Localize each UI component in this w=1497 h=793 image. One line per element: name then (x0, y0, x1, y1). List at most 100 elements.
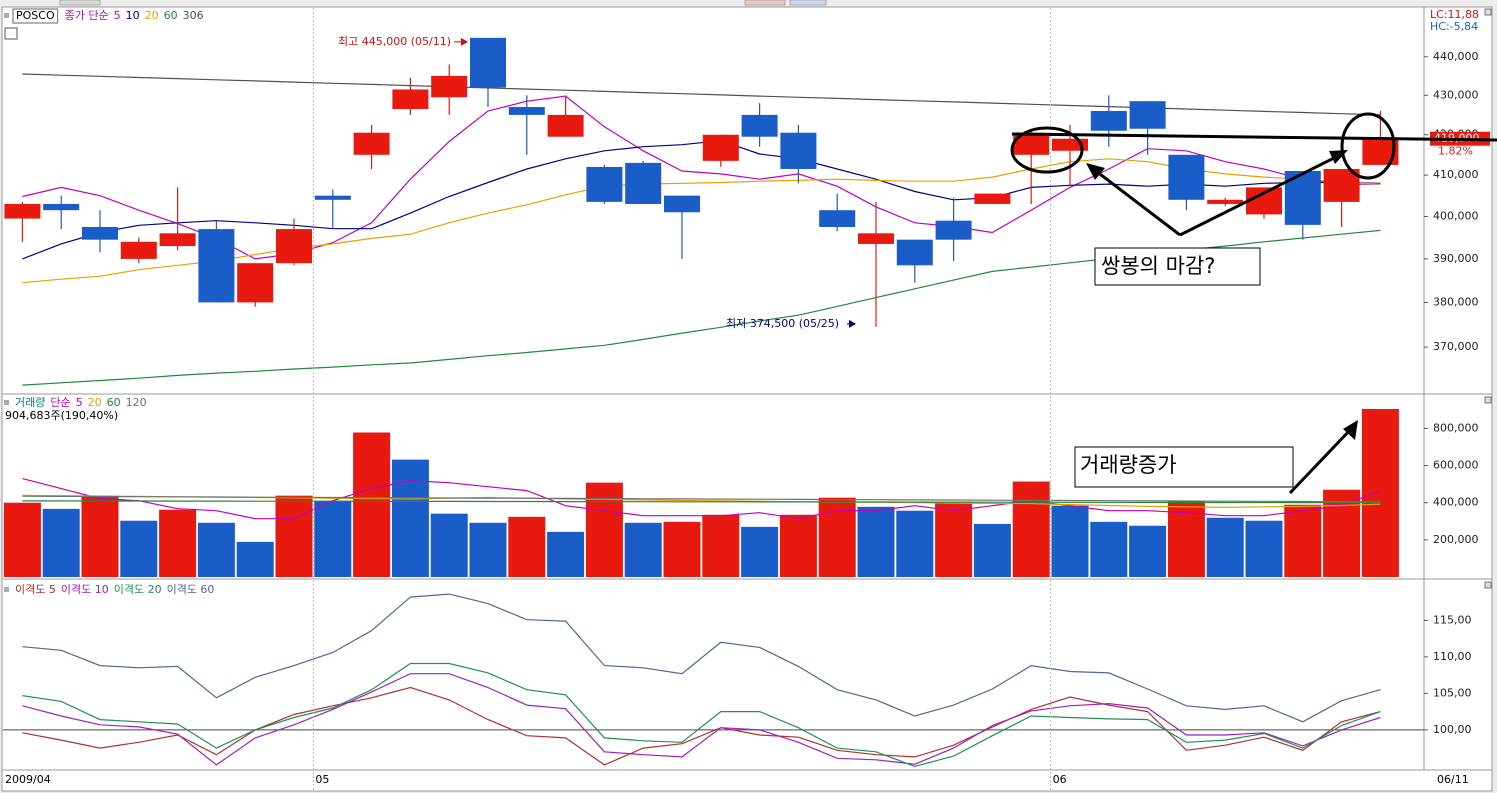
series-line (22, 158, 1381, 284)
legend-entry: 5 (76, 396, 83, 409)
candle-body (896, 239, 933, 266)
legend-entry: 단순 (50, 396, 70, 409)
arrow (1179, 153, 1341, 237)
candle-body (1168, 154, 1205, 200)
settings-icon[interactable] (4, 27, 18, 40)
candle-body (470, 37, 506, 88)
legend-entry: 거래량 (15, 396, 45, 409)
volume-bar (353, 432, 391, 577)
volume-bar (1323, 489, 1361, 577)
candle-body (431, 75, 468, 98)
candle-body (198, 229, 235, 303)
volume-bar (81, 495, 119, 577)
volume-bar (120, 520, 158, 577)
candle-body (664, 195, 700, 213)
legend-entry: 종가 단순 (65, 9, 109, 22)
annotation-box (1094, 247, 1261, 286)
y-tick-label: 390,000 (1433, 252, 1479, 265)
circle-annotation (1340, 112, 1396, 180)
legend-entry: 이격도 60 (167, 583, 215, 596)
y-tick-label: 370,000 (1433, 340, 1479, 353)
volume-bar (663, 521, 701, 577)
low-arrow-head (849, 319, 856, 328)
volume-bar (1284, 504, 1322, 577)
volume-bar (314, 500, 352, 577)
legend-entry: 이격도 5 (15, 583, 56, 596)
volume-bar (508, 516, 546, 577)
candle-body (276, 229, 312, 264)
legend-entry: 이격도 10 (61, 583, 109, 596)
volume-bar (818, 497, 856, 577)
candle-body (625, 162, 662, 204)
candle-body (237, 263, 274, 303)
candle-body (4, 203, 41, 219)
arrow-head (1343, 420, 1358, 440)
legend-entry: 20 (145, 9, 159, 22)
tab[interactable] (744, 0, 786, 6)
series-line (22, 495, 1381, 503)
panel-button[interactable] (1484, 581, 1492, 589)
candle-body (547, 114, 584, 137)
y-tick-label: 200,000 (1433, 533, 1479, 546)
symbol-name: POSCO (16, 9, 55, 22)
volume-bar (585, 482, 623, 577)
volume-label: 904,683주(190,40%) (5, 409, 118, 422)
hc-label: HC:-5,84 (1430, 20, 1478, 33)
volume-bar (1361, 408, 1399, 577)
annotation-text: 거래량증가 (1080, 453, 1177, 477)
y-tick-label: 400,000 (1433, 209, 1479, 222)
candle-body (780, 132, 817, 169)
volume-bar (702, 514, 740, 577)
volume-bar (469, 522, 507, 577)
candle-body (1129, 101, 1166, 129)
x-tick-label: 06 (1053, 773, 1067, 786)
candle-body (353, 132, 390, 155)
volume-bar (1090, 521, 1128, 577)
panel-button[interactable] (1484, 396, 1492, 404)
legend-entry: 이격도 20 (114, 583, 162, 596)
candle-body (586, 166, 623, 202)
arrow (1091, 166, 1181, 237)
panel-button[interactable] (1484, 8, 1492, 16)
candle-body (935, 220, 972, 240)
volume-bar (547, 531, 585, 577)
legend-entry: 306 (183, 9, 204, 22)
arrow-head (1329, 150, 1348, 164)
series-line (22, 662, 1381, 768)
x-tick-label: 2009/04 (5, 773, 51, 786)
x-tick-label: 05 (315, 773, 329, 786)
volume-bar (1051, 505, 1089, 577)
candle-body (702, 134, 739, 161)
legend-entry: 20 (88, 396, 102, 409)
header-icon (4, 13, 9, 18)
legend-entry: 120 (126, 396, 147, 409)
candle-body (120, 241, 157, 259)
series-line (22, 673, 1381, 766)
candle-body (1013, 132, 1050, 155)
header-icon (4, 587, 9, 592)
y-tick-label: 115,00 (1433, 613, 1472, 626)
volume-bar (1012, 481, 1050, 577)
legend-entry: 60 (164, 9, 178, 22)
volume-bar (236, 541, 274, 577)
candle-body (82, 226, 118, 240)
annotation-box (1074, 446, 1294, 488)
series-line (22, 478, 1381, 520)
plot: 370,000380,000390,000400,000410,000420,0… (3, 8, 1490, 791)
legend-entry: 10 (126, 9, 140, 22)
y-tick-label: 400,000 (1433, 496, 1479, 509)
series-line (22, 500, 1381, 504)
y-tick-label: 380,000 (1433, 295, 1479, 308)
symbol-box (12, 8, 59, 24)
high-label: 최고 445,000 (05/11) (338, 35, 451, 48)
series-line (22, 686, 1381, 766)
tab[interactable] (789, 0, 827, 6)
user-drawings: 쌍봉의 마감? 거래량증가 (1010, 112, 1497, 495)
x-tick-label: 06/11 (1437, 773, 1469, 786)
volume-bar (1129, 525, 1167, 577)
y-tick-label: 410,000 (1433, 168, 1479, 181)
volume-bar (779, 514, 817, 577)
tab[interactable] (59, 0, 101, 6)
y-tick-label: 800,000 (1433, 421, 1479, 434)
